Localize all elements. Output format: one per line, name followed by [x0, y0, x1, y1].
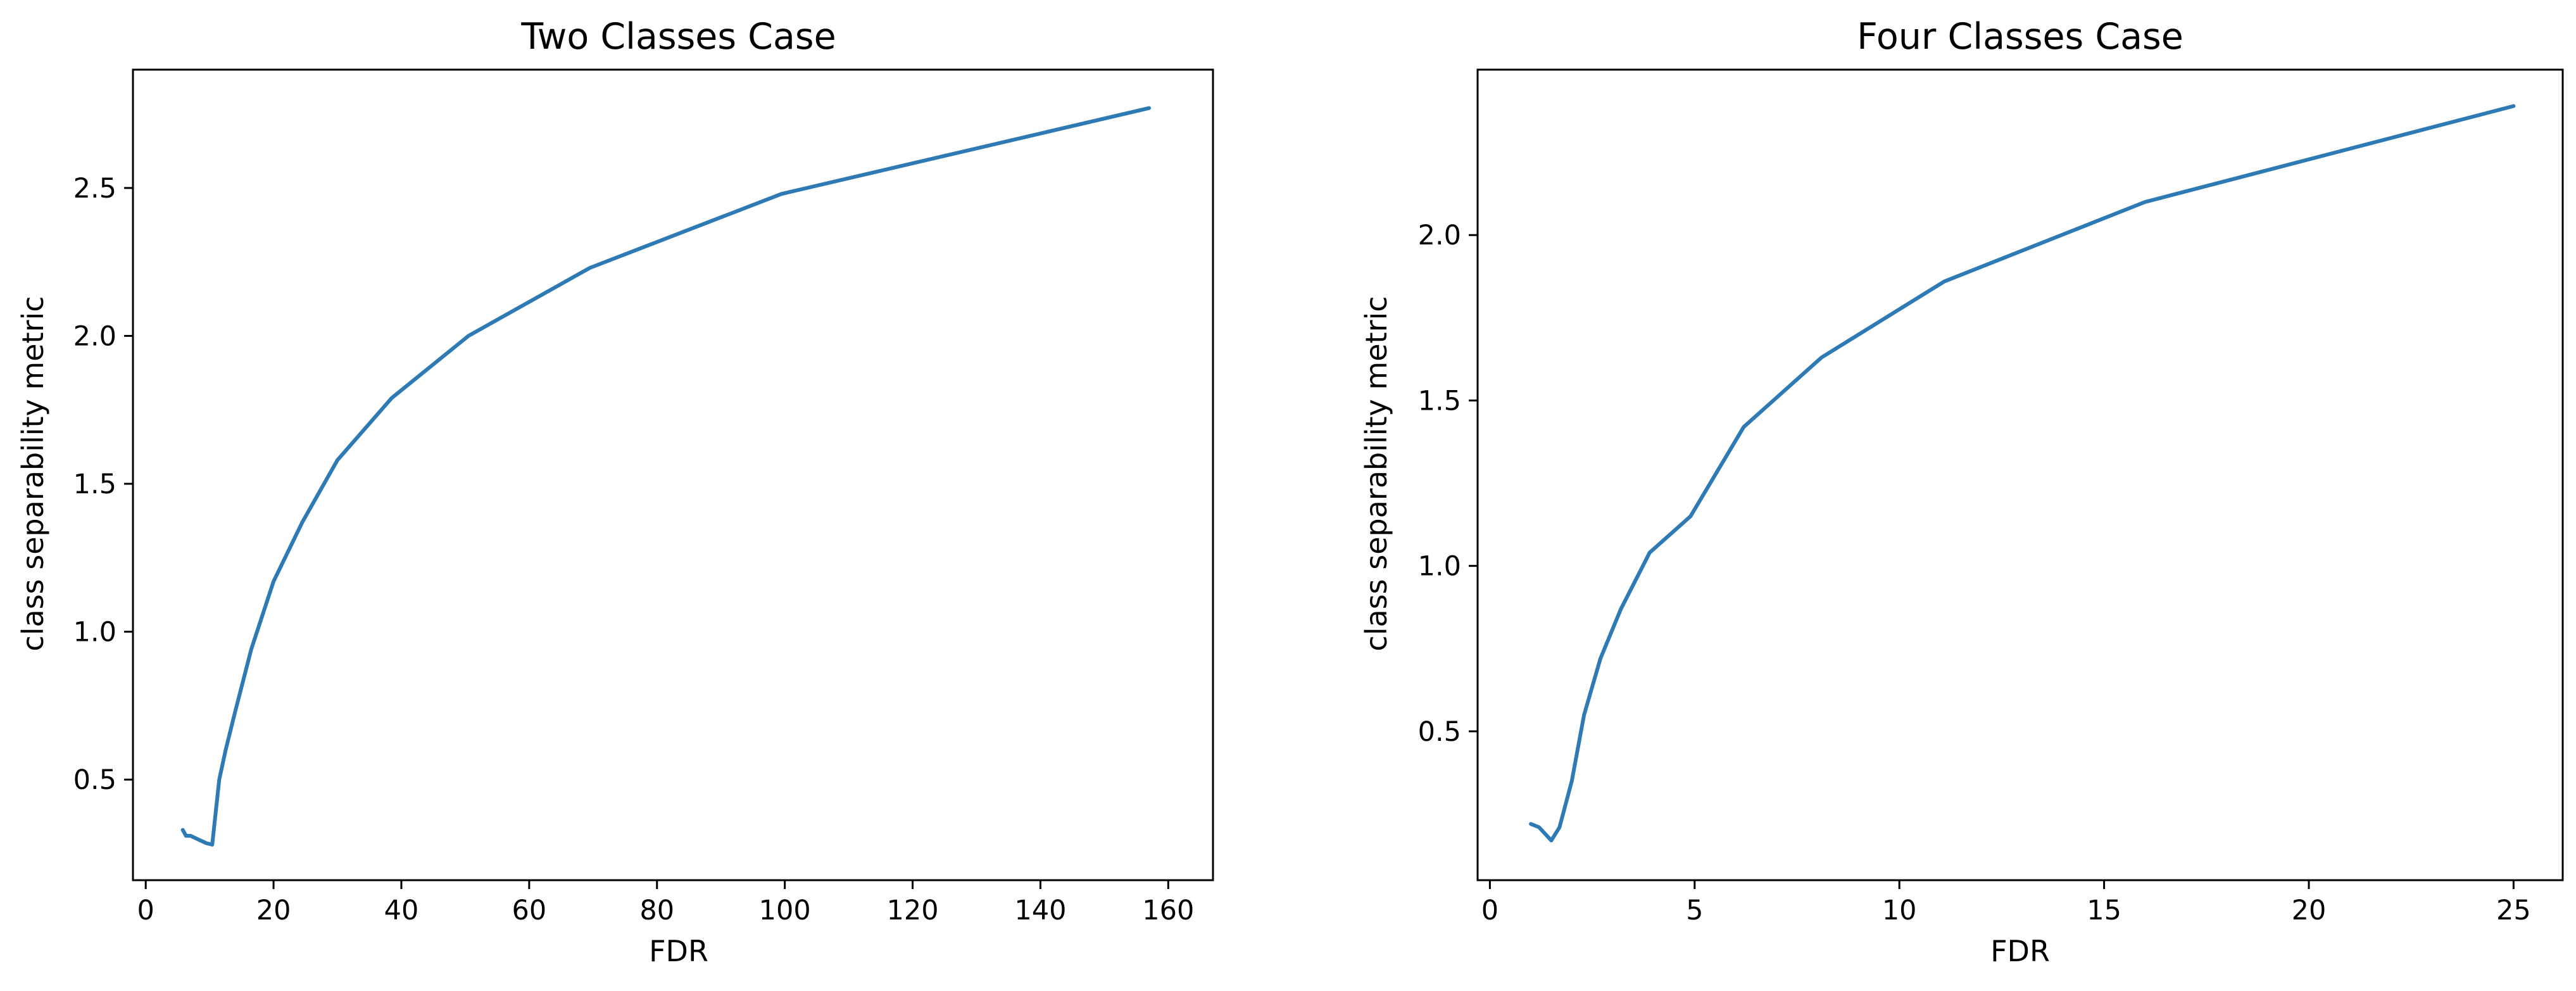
plot-frame — [132, 68, 1214, 881]
x-axis-label: FDR — [649, 934, 708, 968]
ticks: 0 20 40 60 80 100 120 140 160 0.5 1.0 1.5 2.0 2.5 — [73, 173, 1195, 926]
x-tick-label: 120 — [887, 895, 939, 926]
x-tick-label: 80 — [639, 895, 674, 926]
x-tick-label: 25 — [2496, 895, 2531, 926]
x-tick-label: 60 — [512, 895, 547, 926]
x-tick-label: 0 — [1481, 895, 1498, 926]
x-tick-label: 140 — [1014, 895, 1066, 926]
x-tick-label: 15 — [2087, 895, 2121, 926]
y-axis-label: class separability metric — [1359, 296, 1393, 651]
x-tick-label: 5 — [1686, 895, 1703, 926]
chart-four-classes: Four Classes Case FDR class separability… — [1359, 16, 2564, 968]
series — [1529, 104, 2516, 843]
y-tick-label: 0.5 — [73, 764, 116, 796]
x-tick-label: 160 — [1142, 895, 1194, 926]
x-tick-label: 100 — [759, 895, 811, 926]
chart-title: Four Classes Case — [1857, 16, 2183, 58]
x-tick-label: 0 — [137, 895, 154, 926]
x-tick-label: 20 — [2292, 895, 2327, 926]
ticks: 0 5 10 15 20 25 0.5 1.0 1.5 2.0 — [1418, 220, 2531, 926]
y-tick-label: 1.0 — [73, 617, 116, 648]
series-line — [180, 106, 1152, 847]
chart-two-classes: Two Classes Case FDR class separability … — [16, 16, 1214, 968]
y-tick-label: 0.5 — [1418, 716, 1461, 748]
y-tick-label: 1.5 — [73, 469, 116, 500]
plot-frame — [1476, 68, 2564, 881]
x-tick-label: 40 — [384, 895, 419, 926]
y-tick-label: 1.5 — [1418, 385, 1461, 417]
x-axis-label: FDR — [1990, 934, 2050, 968]
series-line — [1529, 104, 2516, 843]
x-tick-label: 10 — [1882, 895, 1917, 926]
y-axis-label: class separability metric — [16, 296, 50, 651]
y-tick-label: 2.0 — [73, 320, 116, 352]
y-tick-label: 2.5 — [73, 173, 116, 205]
series — [180, 106, 1152, 847]
chart-title: Two Classes Case — [520, 16, 836, 58]
x-tick-label: 20 — [256, 895, 291, 926]
y-tick-label: 2.0 — [1418, 220, 1461, 251]
y-tick-label: 1.0 — [1418, 551, 1461, 583]
